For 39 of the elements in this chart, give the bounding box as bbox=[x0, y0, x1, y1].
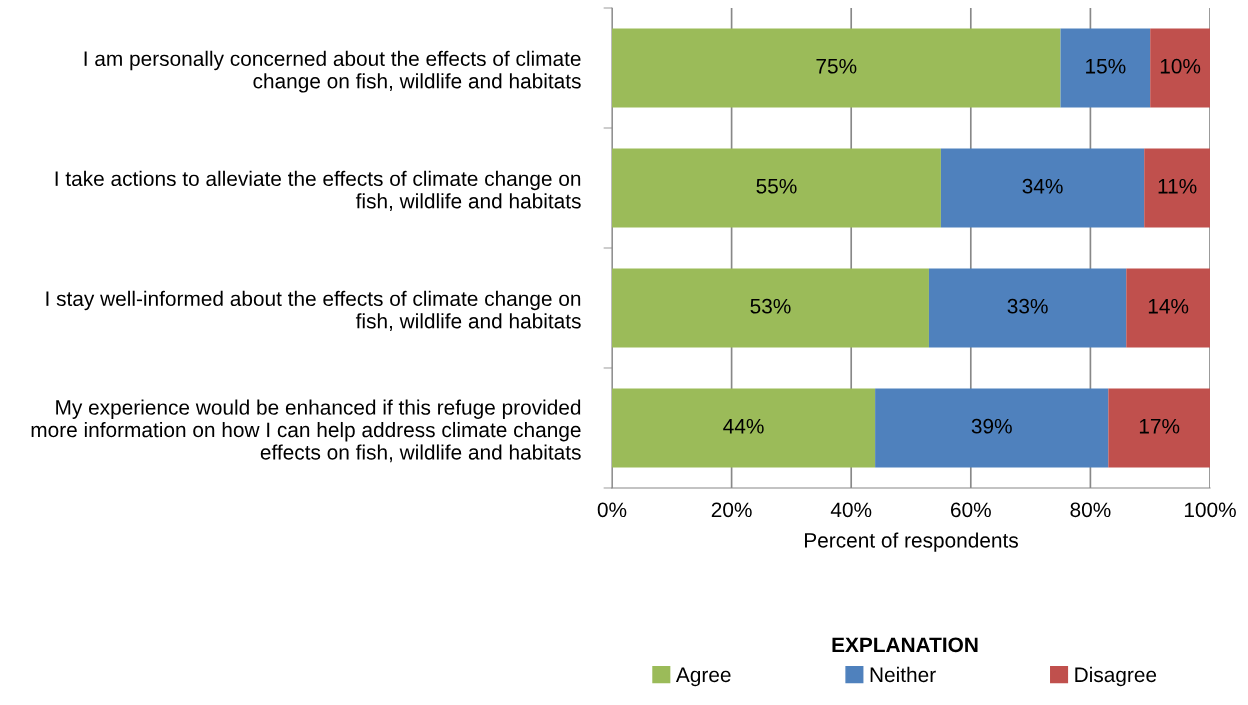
legend-title: EXPLANATION bbox=[832, 637, 978, 653]
x-tick-label: 20% bbox=[711, 502, 752, 518]
x-tick-label: 100% bbox=[1184, 502, 1236, 518]
y-tick-label: I take actions to alleviate the effects of climate change on fish, wildlife and habitats bbox=[55, 170, 581, 211]
legend-label: Agree bbox=[675, 667, 731, 687]
data-label: 53% bbox=[750, 298, 791, 314]
data-label: 39% bbox=[971, 418, 1012, 434]
bar bbox=[612, 268, 929, 348]
data-label: 55% bbox=[756, 178, 797, 194]
bar bbox=[1150, 28, 1210, 108]
bar bbox=[612, 148, 941, 228]
x-tick-label: 80% bbox=[1070, 502, 1111, 518]
bar bbox=[1060, 28, 1151, 108]
bar bbox=[612, 28, 1061, 108]
bar bbox=[928, 268, 1127, 348]
data-label: 17% bbox=[1139, 418, 1180, 434]
data-label: 11% bbox=[1158, 178, 1197, 194]
bar bbox=[612, 388, 876, 468]
y-tick-label: I stay well-informed about the effects of climate change on fish, wildlife and habitats bbox=[46, 290, 581, 331]
bar bbox=[1108, 388, 1210, 468]
data-label: 14% bbox=[1148, 298, 1189, 314]
data-label: 10% bbox=[1160, 58, 1201, 74]
legend-label: Disagree bbox=[1075, 666, 1157, 687]
data-label: 34% bbox=[1022, 178, 1063, 194]
data-label: 33% bbox=[1007, 298, 1048, 314]
y-tick-label: I am personally concerned about the effects of climate change on fish, wildlife and habitats bbox=[84, 50, 581, 93]
x-axis-title: Percent of respondents bbox=[805, 532, 1018, 552]
bar bbox=[1126, 268, 1210, 348]
y-tick-label: My experience would be enhanced if this refuge provided more information on how I can help address climate change effects on fish, wildlife and habitats bbox=[31, 399, 581, 463]
data-label: 44% bbox=[723, 418, 764, 434]
data-label: 15% bbox=[1086, 58, 1126, 74]
data-label: 75% bbox=[816, 58, 857, 74]
legend-label: Neither bbox=[870, 666, 936, 683]
x-tick-label: 60% bbox=[951, 502, 991, 518]
x-tick-label: 0% bbox=[597, 502, 627, 518]
x-tick-label: 40% bbox=[830, 502, 872, 518]
bar bbox=[875, 388, 1109, 468]
bar bbox=[1144, 148, 1210, 228]
bar bbox=[940, 148, 1145, 228]
